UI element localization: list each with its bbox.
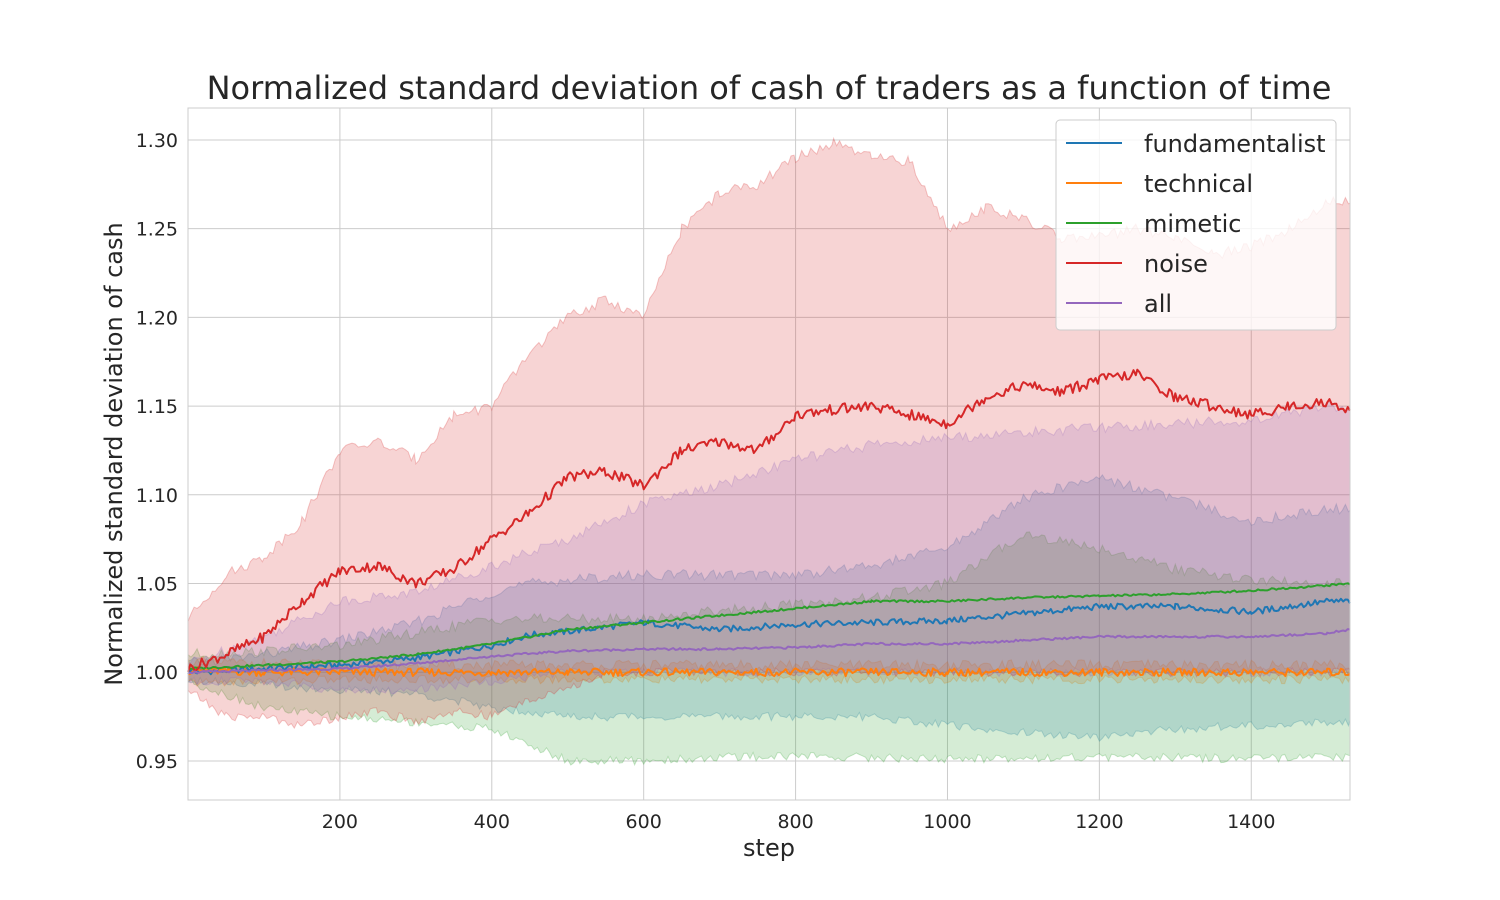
legend: fundamentalist technical mimetic noise all (1055, 119, 1337, 331)
y-axis-label: Normalized standard deviation of cash (100, 222, 128, 685)
y-axis-ticks: 0.95 1.00 1.05 1.10 1.15 1.20 1.25 1.30 (136, 130, 178, 773)
line-fundamentalist (187, 597, 1351, 676)
y-tick-label: 1.30 (136, 130, 178, 152)
y-tick-label: 1.05 (136, 574, 178, 596)
legend-label-all: all (1144, 290, 1172, 318)
x-tick-label: 1400 (1227, 811, 1275, 833)
x-axis-label: step (743, 834, 795, 862)
legend-label-fundamentalist: fundamentalist (1144, 130, 1326, 158)
x-tick-label: 800 (777, 811, 813, 833)
line-all (187, 628, 1351, 675)
chart-title: Normalized standard deviation of cash of… (207, 69, 1332, 107)
x-tick-label: 600 (626, 811, 662, 833)
series-lines (187, 368, 1351, 678)
x-tick-label: 400 (474, 811, 510, 833)
x-tick-label: 200 (322, 811, 358, 833)
legend-label-noise: noise (1144, 250, 1208, 278)
y-tick-label: 0.95 (136, 751, 178, 773)
line-technical (187, 666, 1351, 678)
y-tick-label: 1.10 (136, 485, 178, 507)
y-tick-label: 1.20 (136, 307, 178, 329)
legend-label-mimetic: mimetic (1144, 210, 1241, 238)
x-tick-label: 1000 (923, 811, 971, 833)
line-noise (187, 368, 1351, 673)
legend-label-technical: technical (1144, 170, 1253, 198)
line-mimetic (187, 582, 1351, 671)
y-tick-label: 1.15 (136, 396, 178, 418)
x-tick-label: 1200 (1075, 811, 1123, 833)
plot-frame (187, 107, 1351, 801)
y-tick-label: 1.25 (136, 219, 178, 241)
x-axis-ticks: 200 400 600 800 1000 1200 1400 (322, 811, 1276, 833)
legend-box (1055, 119, 1337, 331)
y-tick-label: 1.00 (136, 662, 178, 684)
